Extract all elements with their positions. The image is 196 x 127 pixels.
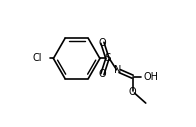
Text: S: S	[104, 53, 111, 64]
Text: O: O	[129, 87, 136, 97]
Text: OH: OH	[144, 72, 159, 82]
Text: O: O	[99, 69, 106, 79]
Text: N: N	[114, 65, 122, 75]
Text: O: O	[99, 38, 106, 48]
Text: Cl: Cl	[33, 53, 42, 64]
